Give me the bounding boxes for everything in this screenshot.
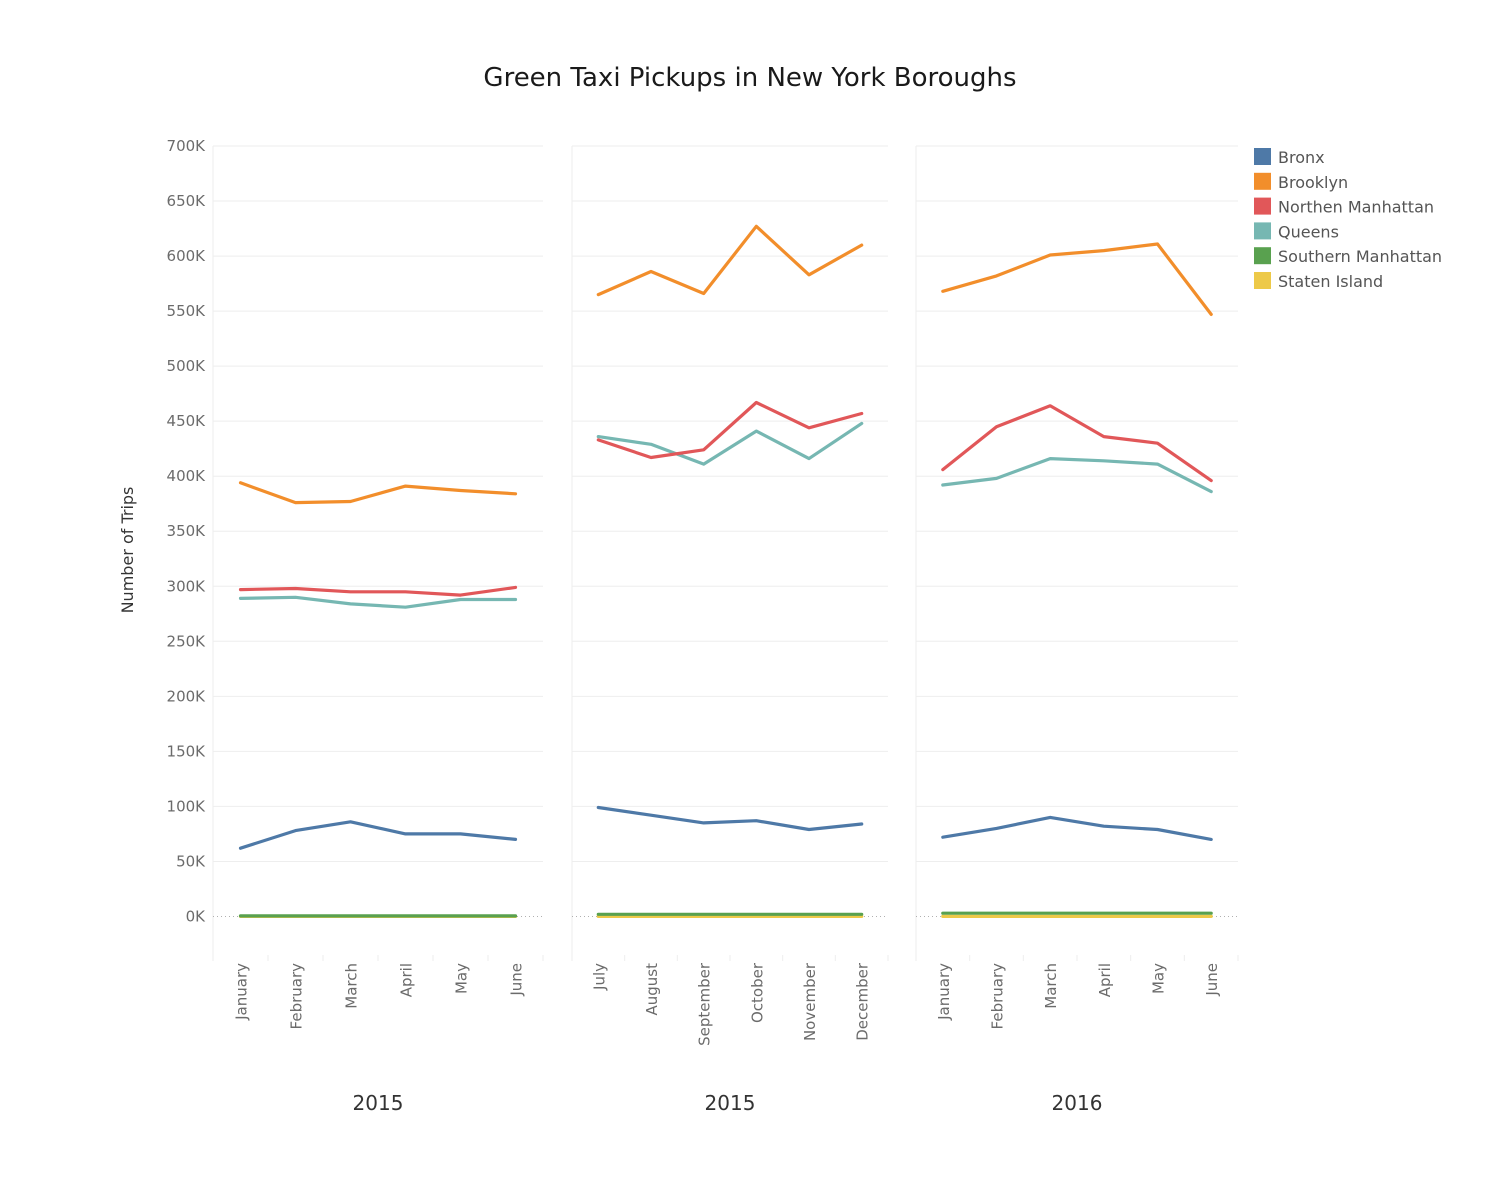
y-axis-label: Number of Trips (118, 487, 137, 614)
legend-label: Southern Manhattan (1278, 247, 1442, 266)
legend-swatch (1254, 247, 1271, 265)
y-tick-label-500k: 500K (167, 357, 207, 375)
x-tick-label-february: February (989, 963, 1007, 1030)
legend-swatch (1254, 272, 1271, 289)
legend-label: Brooklyn (1278, 173, 1348, 192)
x-tick-label-june: June (508, 963, 526, 997)
x-tick-label-march: March (1042, 963, 1060, 1009)
legend-swatch (1254, 148, 1271, 165)
y-tick-label-50k: 50K (176, 852, 206, 870)
panel-label: 2016 (1052, 1091, 1103, 1115)
legend-swatch (1254, 197, 1271, 215)
series-line-northen-manhattan (238, 585, 518, 597)
series-line-brooklyn (596, 224, 864, 297)
y-tick-label-550k: 550K (167, 302, 207, 320)
x-tick-label-august: August (643, 963, 661, 1016)
x-tick-label-september: September (696, 962, 714, 1046)
y-tick-label-300k: 300K (167, 577, 207, 595)
series-line-queens (238, 595, 518, 609)
x-tick-label-march: March (343, 963, 361, 1009)
y-tick-label-100k: 100K (167, 797, 207, 815)
x-tick-label-april: April (398, 963, 416, 997)
legend-item-bronx: Bronx (1254, 148, 1325, 167)
y-tick-label-0k: 0K (186, 907, 207, 925)
legend-label: Bronx (1278, 148, 1325, 167)
x-tick-label-june: June (1203, 963, 1221, 997)
legend-label: Queens (1278, 222, 1339, 241)
y-tick-label-600k: 600K (167, 247, 207, 265)
legend-item-brooklyn: Brooklyn (1254, 172, 1348, 192)
series-line-queens (596, 421, 864, 466)
legend-item-staten-island: Staten Island (1254, 272, 1383, 291)
x-tick-label-may: May (453, 963, 471, 994)
series-line-brooklyn (238, 481, 518, 505)
legend-label: Northen Manhattan (1278, 198, 1434, 217)
legend-item-northen-manhattan: Northen Manhattan (1254, 197, 1434, 217)
x-tick-label-november: November (801, 962, 819, 1041)
x-tick-label-july: July (590, 963, 608, 991)
series-line-bronx (941, 815, 1213, 842)
x-tick-label-february: February (288, 963, 306, 1030)
panel-1: January February March April May June 2015 (212, 145, 544, 1115)
x-tick-label-october: October (748, 962, 766, 1023)
y-tick-label-650k: 650K (167, 192, 207, 210)
panel-label: 2015 (353, 1091, 404, 1115)
y-tick-label-700k: 700K (167, 137, 207, 155)
x-tick-label-april: April (1096, 963, 1114, 997)
legend-item-southern-manhattan: Southern Manhattan (1254, 247, 1442, 266)
series-line-bronx (238, 820, 518, 850)
y-tick-label-150k: 150K (167, 742, 207, 760)
series-line-northen-manhattan (941, 404, 1213, 483)
y-axis: 0K 50K 100K 150K 200K 250K 300K 350K 400K 450K 500… (167, 137, 207, 925)
legend: Bronx Brooklyn Northen Manhattan Queens Sout… (1254, 148, 1442, 291)
x-tick-label-january: January (935, 963, 953, 1021)
series-line-brooklyn (941, 242, 1213, 316)
y-tick-label-450k: 450K (167, 412, 207, 430)
x-tick-label-may: May (1150, 963, 1168, 994)
panel-2: July August September October November Decemb… (571, 145, 889, 1115)
y-tick-label-250k: 250K (167, 632, 207, 650)
chart-title: Green Taxi Pickups in New York Boroughs (483, 63, 1016, 93)
x-tick-label-december: December (854, 962, 872, 1041)
legend-label: Staten Island (1278, 272, 1383, 291)
legend-item-queens: Queens (1254, 222, 1339, 241)
panel-3: January February March April May June 2016 (915, 145, 1239, 1115)
series-line-northen-manhattan (596, 400, 864, 460)
y-tick-label-400k: 400K (167, 467, 207, 485)
legend-swatch (1254, 172, 1271, 190)
chart-panels: January February March April May June2015July… (212, 145, 1239, 1115)
series-line-queens (941, 457, 1213, 494)
panel-label: 2015 (705, 1091, 756, 1115)
x-tick-label-january: January (233, 963, 251, 1021)
y-tick-label-350k: 350K (167, 522, 207, 540)
series-line-bronx (596, 805, 864, 832)
legend-swatch (1254, 222, 1271, 240)
y-tick-label-200k: 200K (167, 687, 207, 705)
